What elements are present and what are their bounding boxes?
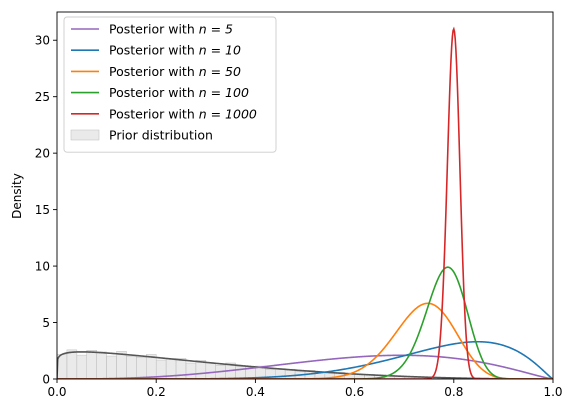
y-tick-label: 15 [35,203,50,217]
y-tick-label: 20 [35,147,50,161]
legend-label-2: Posterior with n = 10 [109,43,241,58]
prior-bar [206,363,216,379]
legend-label-math: n = 100 [199,85,249,100]
legend-label-text: Posterior with [109,64,199,79]
prior-bar [126,356,136,379]
x-tick-label: 0.2 [147,385,166,399]
prior-bar [117,351,127,379]
x-tick-label: 0.0 [47,385,66,399]
prior-bar [136,357,146,379]
legend-label-text: Posterior with [109,43,199,58]
legend-label-3: Posterior with n = 50 [109,64,241,79]
y-tick-label: 30 [35,34,50,48]
legend-label-prior: Prior distribution [109,128,213,143]
prior-bar [186,363,196,379]
legend-label-math: n = 10 [199,43,241,58]
prior-bar [196,360,206,379]
prior-bar [87,350,97,379]
y-tick-label: 25 [35,90,50,104]
legend-label-5: Posterior with n = 1000 [109,106,257,121]
prior-bar [97,352,107,379]
x-tick-label: 0.4 [246,385,265,399]
y-axis-label: Density [10,173,24,219]
x-tick-label: 1.0 [543,385,562,399]
legend-label-text: Posterior with [109,22,199,37]
legend-label-math: n = 50 [199,64,241,79]
x-tick-label: 0.8 [444,385,463,399]
prior-bar [107,356,117,379]
x-tick-label: 0.6 [345,385,364,399]
y-tick-label: 5 [42,316,50,330]
legend-label-1: Posterior with n = 5 [109,22,233,37]
legend-label-text: Posterior with [109,106,199,121]
legend-label-4: Posterior with n = 100 [109,85,249,100]
legend-label-math: n = 1000 [199,106,257,121]
y-tick-label: 10 [35,260,50,274]
y-tick-label: 0 [42,373,50,387]
prior-bar [146,354,156,379]
legend-label-text: Posterior with [109,85,199,100]
prior-bar [77,355,87,379]
legend-swatch-prior [71,130,99,140]
prior-bar [67,350,77,379]
legend-label-math: n = 5 [199,22,233,37]
